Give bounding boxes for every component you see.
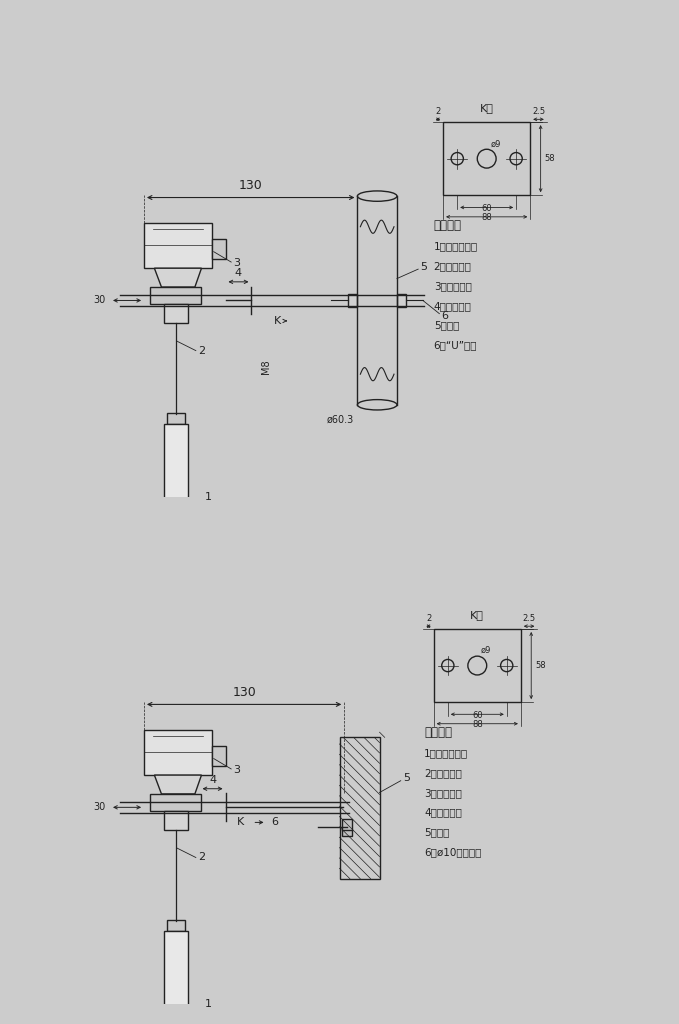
Text: ø9: ø9: [490, 139, 501, 148]
Text: 6: 6: [271, 817, 278, 827]
Text: 60: 60: [481, 204, 492, 213]
Text: 4、安装支架: 4、安装支架: [424, 808, 462, 817]
Text: 2.5: 2.5: [532, 108, 545, 116]
Text: 3: 3: [234, 765, 240, 775]
Text: 2: 2: [198, 853, 205, 862]
Text: 130: 130: [232, 686, 256, 698]
Bar: [164, 811, 188, 830]
Bar: [348, 294, 357, 307]
Text: 130: 130: [239, 179, 263, 191]
Bar: [443, 122, 530, 196]
Ellipse shape: [164, 1011, 188, 1020]
Text: 88: 88: [481, 213, 492, 222]
Text: ø9: ø9: [481, 646, 492, 655]
Text: K: K: [237, 817, 244, 827]
Text: 3: 3: [234, 258, 240, 268]
Bar: [434, 629, 521, 702]
Text: 2: 2: [426, 614, 431, 623]
Text: 3、电气壳体: 3、电气壳体: [424, 787, 462, 798]
Text: 5: 5: [420, 262, 428, 271]
Text: 1: 1: [205, 998, 213, 1009]
Text: 58: 58: [535, 662, 546, 670]
Text: 1、测量传感器: 1、测量传感器: [434, 242, 478, 251]
Text: 2、导气电缆: 2、导气电缆: [434, 261, 472, 271]
Text: 2.5: 2.5: [523, 614, 536, 623]
Text: K向: K向: [471, 609, 484, 620]
Ellipse shape: [164, 504, 188, 513]
Text: 6、ø10膨胀螺栓: 6、ø10膨胀螺栓: [424, 847, 481, 857]
Bar: [340, 737, 380, 879]
Text: 88: 88: [472, 720, 483, 729]
Text: 5: 5: [403, 773, 410, 783]
Text: 4、安装支架: 4、安装支架: [434, 301, 472, 310]
Text: ø60.3: ø60.3: [327, 415, 354, 425]
Text: M8: M8: [261, 359, 270, 375]
Text: 60: 60: [472, 711, 483, 720]
Bar: [164, 424, 188, 508]
Bar: [167, 921, 185, 931]
Text: 58: 58: [545, 155, 555, 163]
Bar: [167, 414, 185, 424]
Text: K向: K向: [480, 102, 494, 113]
Bar: [164, 931, 188, 1016]
Bar: [144, 223, 213, 268]
Text: K: K: [274, 316, 281, 326]
Text: 30: 30: [93, 803, 105, 812]
Text: 2: 2: [198, 346, 205, 355]
Bar: [144, 730, 213, 775]
Text: 30: 30: [93, 296, 105, 305]
Bar: [213, 239, 225, 259]
Text: 4: 4: [209, 775, 216, 785]
Text: 6: 6: [442, 310, 449, 321]
Text: 墙体安装: 墙体安装: [424, 726, 452, 738]
Bar: [397, 294, 407, 307]
Text: 1、测量传感器: 1、测量传感器: [424, 749, 469, 758]
Text: 2: 2: [435, 108, 441, 116]
Polygon shape: [154, 775, 202, 794]
Bar: [149, 287, 202, 304]
Text: 1: 1: [205, 492, 213, 502]
Bar: [164, 304, 188, 324]
Bar: [149, 794, 202, 811]
Text: 5、墙体: 5、墙体: [424, 827, 449, 838]
Text: 3、电气壳体: 3、电气壳体: [434, 281, 472, 291]
Polygon shape: [154, 268, 202, 287]
Bar: [213, 745, 225, 766]
Text: 管道安装: 管道安装: [434, 219, 462, 231]
Bar: [342, 818, 352, 836]
Text: 4: 4: [235, 268, 242, 279]
Text: 2、导气电缆: 2、导气电缆: [424, 768, 462, 778]
Text: 6、“U”型卡: 6、“U”型卡: [434, 340, 477, 350]
Text: 5、管道: 5、管道: [434, 321, 459, 331]
